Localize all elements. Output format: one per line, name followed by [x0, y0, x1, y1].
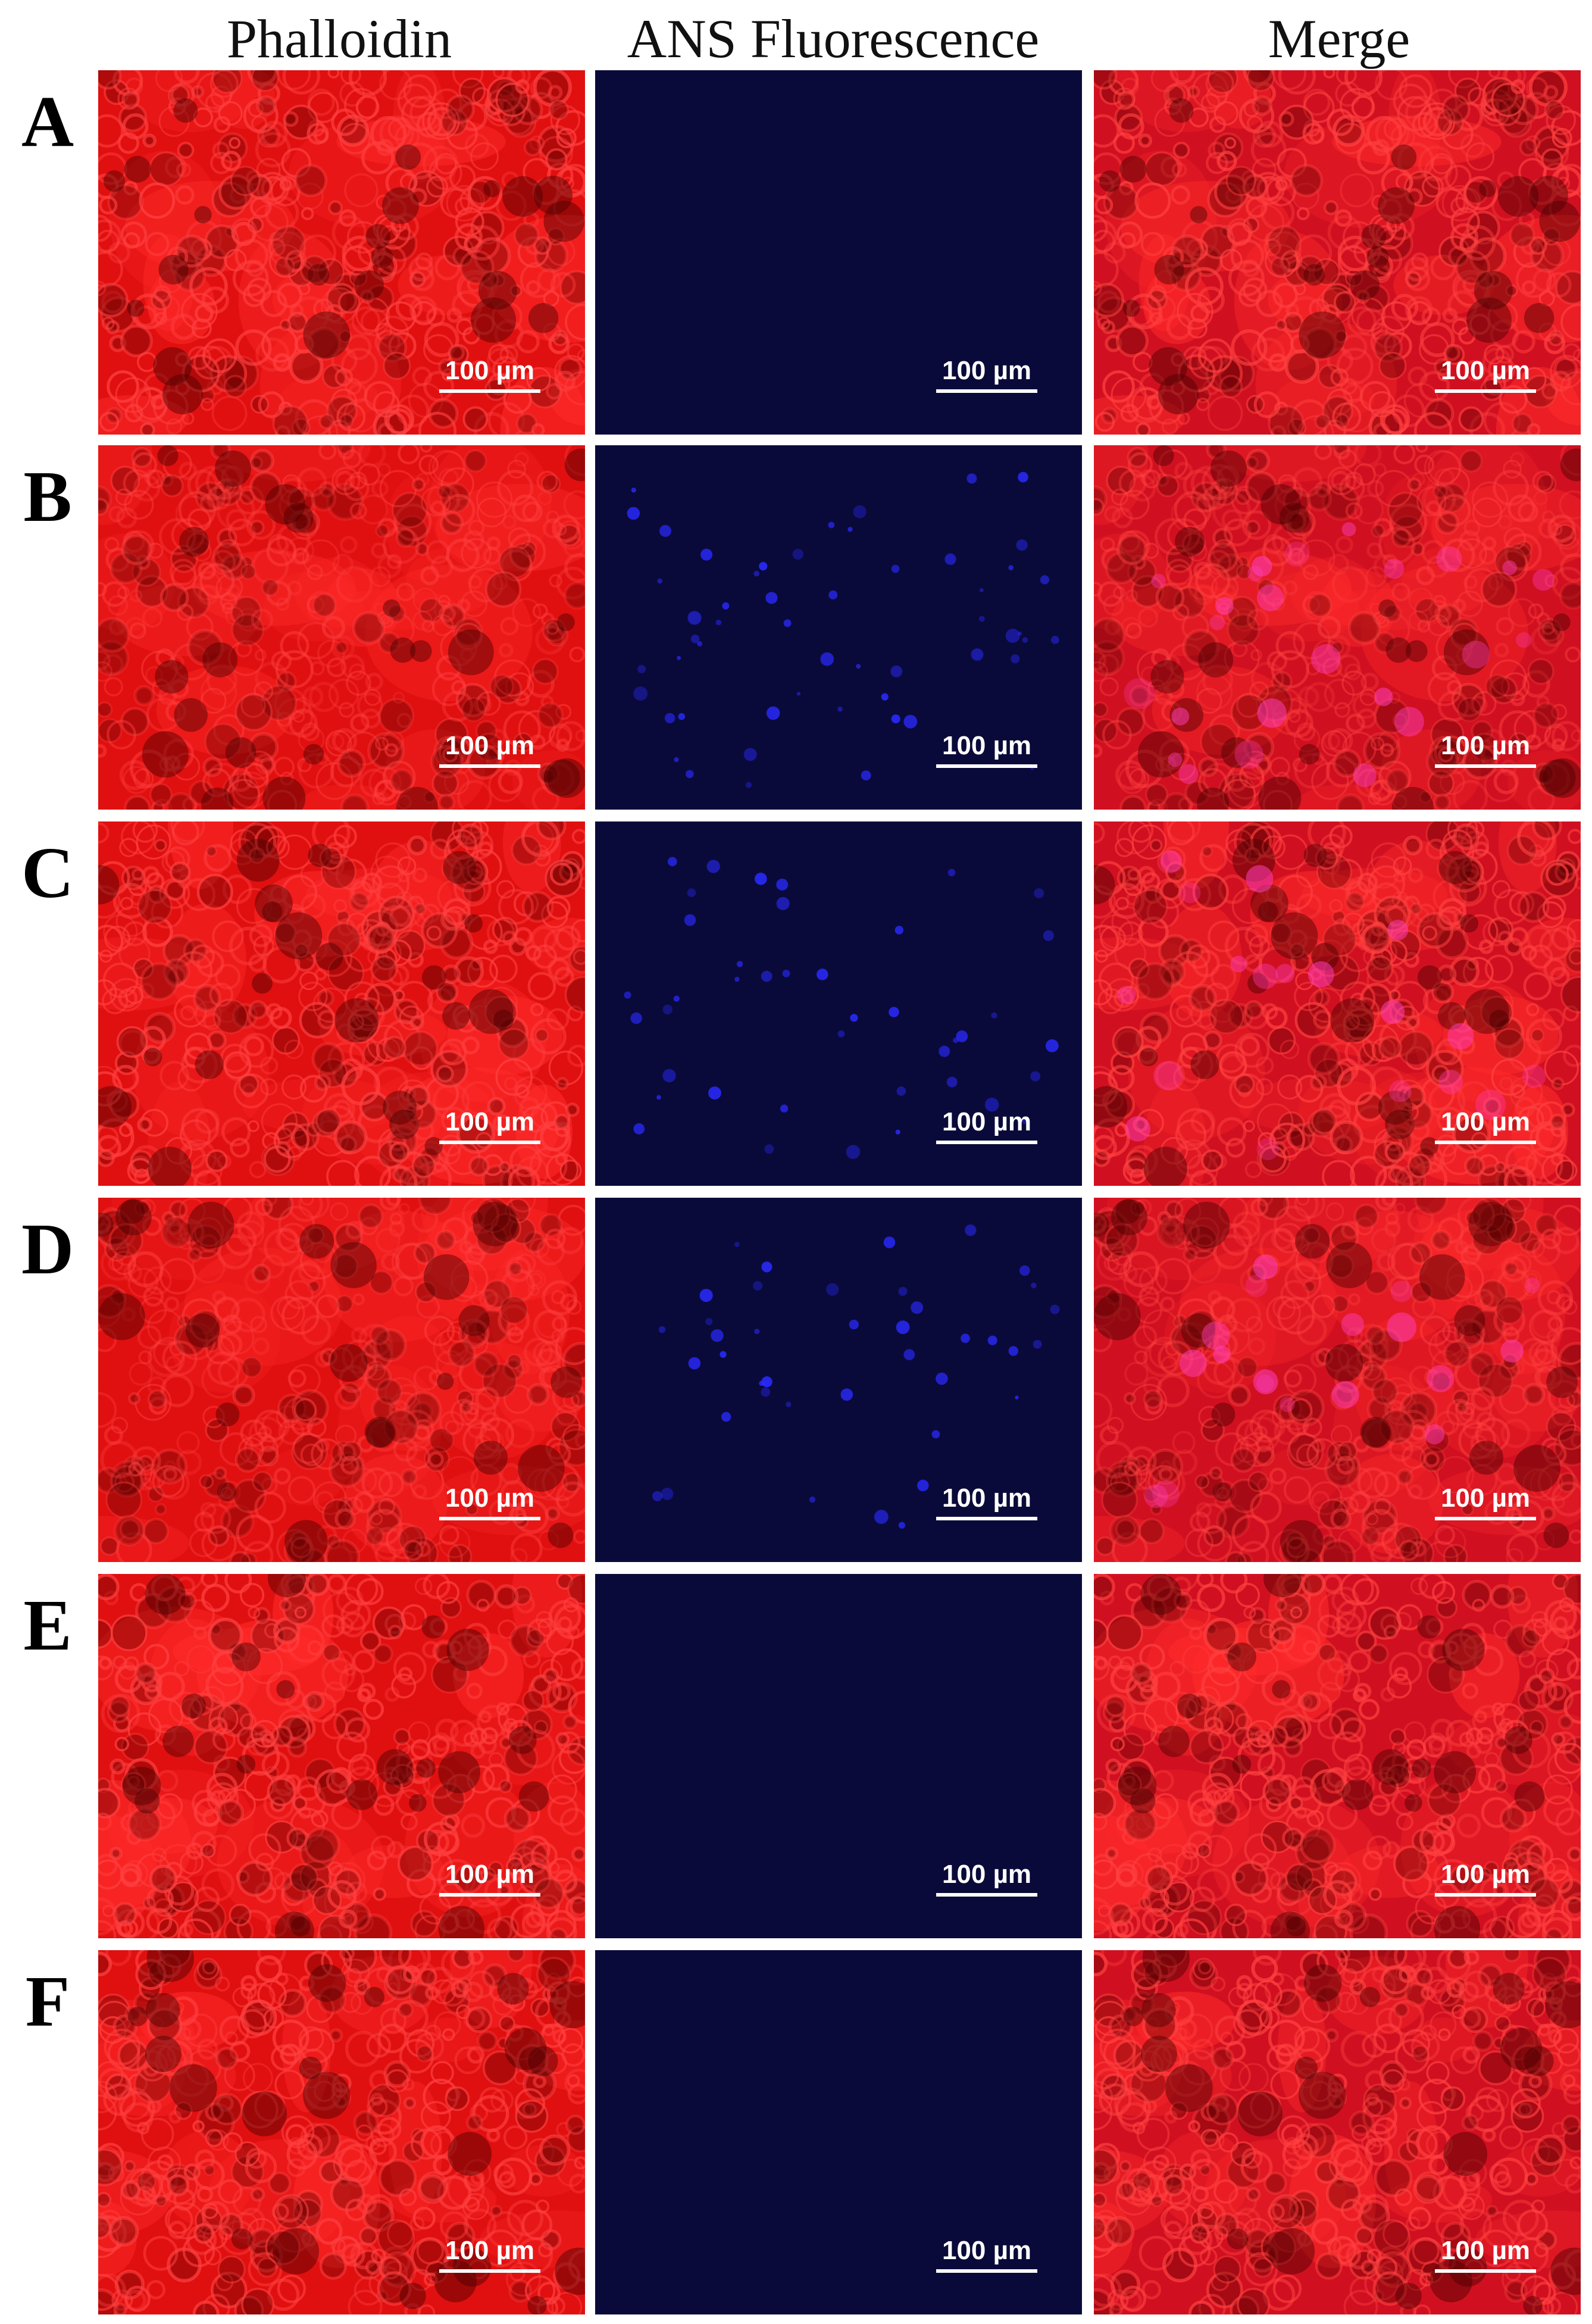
micrograph-image: [595, 70, 1082, 435]
scale-bar: 100 µm: [436, 1860, 543, 1897]
scale-bar: 100 µm: [933, 731, 1040, 768]
scale-bar-label: 100 µm: [942, 731, 1032, 760]
micrograph-image: [595, 445, 1082, 810]
scale-bar: 100 µm: [933, 2236, 1040, 2273]
scale-bar-line: [439, 764, 540, 768]
scale-bar-line: [439, 1141, 540, 1144]
scale-bar-label: 100 µm: [1440, 1483, 1531, 1513]
scale-bar: 100 µm: [436, 731, 543, 768]
scale-bar-line: [439, 1893, 540, 1897]
panel-c-ans-fluorescence: 100 µm: [595, 821, 1082, 1186]
column-header-phalloidin: Phalloidin: [226, 8, 452, 69]
scale-bar: 100 µm: [933, 1107, 1040, 1144]
scale-bar-line: [1435, 2269, 1536, 2273]
scale-bar-label: 100 µm: [942, 356, 1032, 385]
scale-bar-line: [936, 764, 1037, 768]
row-label-b: B: [23, 457, 72, 537]
micrograph-image: [1094, 821, 1581, 1186]
scale-bar-line: [1435, 389, 1536, 393]
micrograph-image: [1094, 445, 1581, 810]
row-label-f: F: [25, 1961, 70, 2042]
scale-bar-line: [439, 1517, 540, 1520]
panel-a-ans-fluorescence: 100 µm: [595, 70, 1082, 435]
scale-bar-line: [1435, 1517, 1536, 1520]
panel-f-merge: 100 µm: [1094, 1950, 1581, 2314]
micrograph-image: [595, 1198, 1082, 1562]
scale-bar: 100 µm: [1432, 356, 1539, 393]
micrograph-image: [1094, 1950, 1581, 2314]
panel-a-phalloidin: 100 µm: [98, 70, 585, 435]
scale-bar-line: [936, 2269, 1037, 2273]
scale-bar: 100 µm: [436, 1483, 543, 1520]
panel-f-phalloidin: 100 µm: [98, 1950, 585, 2314]
panel-e-ans-fluorescence: 100 µm: [595, 1574, 1082, 1938]
scale-bar-label: 100 µm: [1440, 356, 1531, 385]
panel-c-phalloidin: 100 µm: [98, 821, 585, 1186]
scale-bar: 100 µm: [1432, 1860, 1539, 1897]
panel-a-merge: 100 µm: [1094, 70, 1581, 435]
scale-bar-label: 100 µm: [445, 2236, 535, 2265]
panel-e-merge: 100 µm: [1094, 1574, 1581, 1938]
scale-bar-label: 100 µm: [1440, 1860, 1531, 1889]
micrograph-image: [1094, 1198, 1581, 1562]
micrograph-image: [595, 1574, 1082, 1938]
micrograph-image: [1094, 70, 1581, 435]
scale-bar-label: 100 µm: [942, 1860, 1032, 1889]
row-label-c: C: [21, 833, 74, 913]
column-header-merge: Merge: [1268, 8, 1410, 69]
scale-bar-line: [936, 1893, 1037, 1897]
micrograph-image: [98, 1198, 585, 1562]
scale-bar: 100 µm: [1432, 2236, 1539, 2273]
scale-bar-label: 100 µm: [445, 1107, 535, 1136]
scale-bar-line: [936, 389, 1037, 393]
scale-bar-label: 100 µm: [445, 1483, 535, 1513]
micrograph-image: [98, 1574, 585, 1938]
scale-bar-line: [1435, 764, 1536, 768]
panel-f-ans-fluorescence: 100 µm: [595, 1950, 1082, 2314]
micrograph-image: [98, 1950, 585, 2314]
row-label-a: A: [21, 82, 74, 162]
scale-bar-label: 100 µm: [445, 731, 535, 760]
micrograph-image: [98, 70, 585, 435]
scale-bar-label: 100 µm: [942, 2236, 1032, 2265]
scale-bar: 100 µm: [436, 1107, 543, 1144]
panel-b-merge: 100 µm: [1094, 445, 1581, 810]
scale-bar: 100 µm: [1432, 1483, 1539, 1520]
scale-bar-line: [439, 389, 540, 393]
row-label-e: E: [23, 1585, 72, 1666]
micrograph-image: [98, 821, 585, 1186]
scale-bar-label: 100 µm: [1440, 731, 1531, 760]
micrograph-image: [595, 1950, 1082, 2314]
scale-bar-label: 100 µm: [1440, 1107, 1531, 1136]
scale-bar: 100 µm: [933, 1860, 1040, 1897]
scale-bar: 100 µm: [1432, 1107, 1539, 1144]
scale-bar-label: 100 µm: [1440, 2236, 1531, 2265]
panel-d-phalloidin: 100 µm: [98, 1198, 585, 1562]
micrograph-image: [1094, 1574, 1581, 1938]
scale-bar: 100 µm: [436, 356, 543, 393]
scale-bar-label: 100 µm: [942, 1483, 1032, 1513]
scale-bar-line: [936, 1517, 1037, 1520]
panel-d-merge: 100 µm: [1094, 1198, 1581, 1562]
panel-c-merge: 100 µm: [1094, 821, 1581, 1186]
scale-bar-label: 100 µm: [445, 356, 535, 385]
scale-bar: 100 µm: [933, 1483, 1040, 1520]
micrograph-image: [98, 445, 585, 810]
panel-b-ans-fluorescence: 100 µm: [595, 445, 1082, 810]
scale-bar: 100 µm: [436, 2236, 543, 2273]
panel-b-phalloidin: 100 µm: [98, 445, 585, 810]
micrograph-image: [595, 821, 1082, 1186]
scale-bar-line: [1435, 1893, 1536, 1897]
panel-e-phalloidin: 100 µm: [98, 1574, 585, 1938]
scale-bar: 100 µm: [1432, 731, 1539, 768]
scale-bar-label: 100 µm: [942, 1107, 1032, 1136]
panel-d-ans-fluorescence: 100 µm: [595, 1198, 1082, 1562]
scale-bar-line: [439, 2269, 540, 2273]
scale-bar-label: 100 µm: [445, 1860, 535, 1889]
column-header-ans-fluorescence: ANS Fluorescence: [627, 8, 1040, 69]
row-label-d: D: [21, 1209, 74, 1289]
scale-bar-line: [1435, 1141, 1536, 1144]
scale-bar-line: [936, 1141, 1037, 1144]
scale-bar: 100 µm: [933, 356, 1040, 393]
